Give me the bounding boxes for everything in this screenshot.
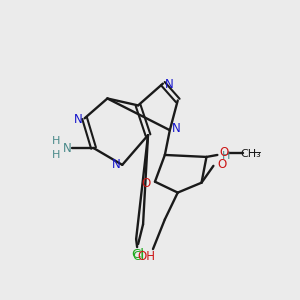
Text: O: O [218, 158, 227, 171]
Text: N: N [74, 113, 83, 126]
Text: CH₃: CH₃ [241, 149, 261, 159]
Text: N: N [164, 78, 173, 91]
Text: H: H [222, 151, 230, 161]
Text: H: H [52, 150, 60, 160]
Text: —: — [249, 146, 261, 160]
Text: N: N [112, 158, 121, 171]
Text: Cl: Cl [132, 250, 144, 263]
Text: OH: OH [137, 250, 155, 262]
Text: N: N [172, 122, 181, 135]
Text: Cl: Cl [132, 248, 145, 260]
Text: O: O [141, 177, 151, 190]
Text: O: O [220, 146, 229, 160]
Text: N: N [62, 142, 71, 154]
Text: H: H [52, 136, 60, 146]
